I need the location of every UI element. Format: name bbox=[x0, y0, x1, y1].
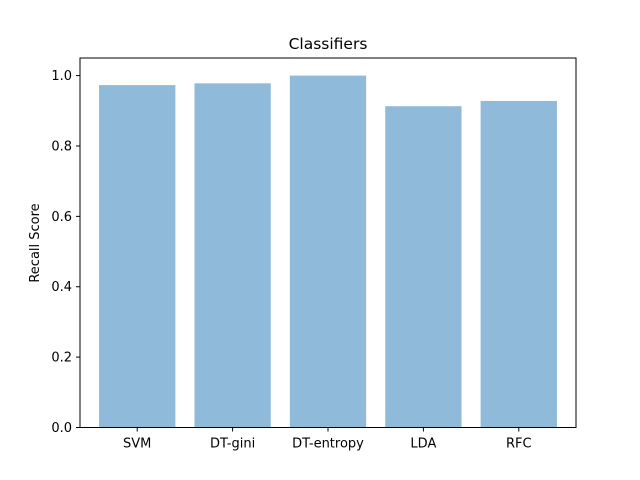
x-tick-label: SVM bbox=[123, 437, 151, 452]
bar-dt-gini bbox=[194, 83, 271, 428]
plot-frame bbox=[79, 57, 577, 428]
bar-rfc bbox=[480, 100, 557, 428]
y-tick-label: 1.0 bbox=[51, 69, 72, 84]
y-tick-label: 0.6 bbox=[51, 210, 72, 225]
x-axis-ticks: SVM DT-gini DT-entropy LDA RFC bbox=[123, 427, 532, 452]
bar-svm bbox=[99, 85, 176, 428]
x-tick-label: DT-gini bbox=[210, 437, 255, 452]
y-tick-label: 0.8 bbox=[51, 139, 72, 154]
y-tick-label: 0.0 bbox=[51, 421, 72, 436]
y-tick-label: 0.4 bbox=[51, 280, 72, 295]
x-tick-label: LDA bbox=[410, 437, 436, 452]
x-tick-label: DT-entropy bbox=[292, 437, 364, 452]
chart-title: Classifiers bbox=[289, 35, 368, 53]
y-axis-label: Recall Score bbox=[28, 203, 43, 282]
bar-dt-entropy bbox=[289, 75, 367, 428]
bar-lda bbox=[385, 106, 462, 428]
y-tick-label: 0.2 bbox=[51, 351, 72, 366]
y-axis-ticks: 0.0 0.2 0.4 0.6 0.8 1.0 bbox=[51, 69, 80, 436]
bars bbox=[99, 75, 557, 428]
x-tick-label: RFC bbox=[506, 437, 532, 452]
